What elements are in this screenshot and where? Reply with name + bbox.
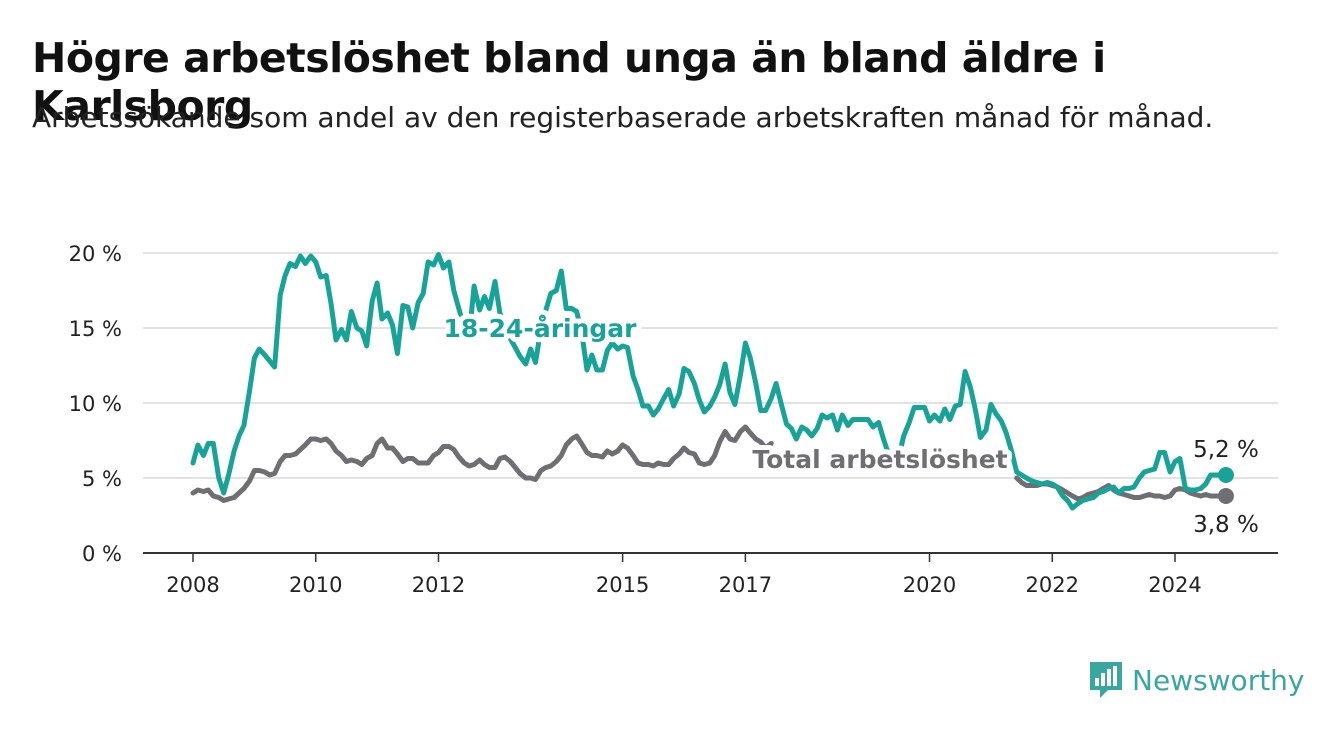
x-tick-label: 2022 bbox=[1026, 573, 1079, 597]
x-tick-label: 2017 bbox=[719, 573, 772, 597]
y-tick-label: 10 % bbox=[69, 392, 122, 416]
x-axis: 2008 2010 2012 2015 2017 2020 2022 2024 bbox=[143, 552, 1278, 597]
end-label-youth: 5,2 % bbox=[1193, 437, 1259, 463]
series-label-total-halo: Total arbetslöshet bbox=[752, 445, 1007, 474]
x-tick-label: 2010 bbox=[289, 573, 342, 597]
y-axis: 0 % 5 % 10 % 15 % 20 % bbox=[69, 242, 122, 566]
series-label-total: Total arbetslöshet bbox=[752, 445, 1007, 474]
end-label-total: 3,8 % bbox=[1193, 512, 1259, 538]
series-line-youth bbox=[190, 252, 1229, 511]
brand-logo: Newsworthy bbox=[1088, 660, 1305, 700]
x-tick-label: 2020 bbox=[903, 573, 956, 597]
brand-name: Newsworthy bbox=[1132, 663, 1305, 697]
series-label-youth-halo: 18-24-åringar bbox=[444, 314, 638, 343]
gridlines bbox=[143, 252, 1278, 479]
end-point-youth bbox=[1217, 467, 1234, 483]
series-lines bbox=[190, 252, 1234, 511]
x-tick-label: 2015 bbox=[596, 573, 649, 597]
end-point-total bbox=[1217, 488, 1234, 504]
x-tick-label: 2024 bbox=[1148, 573, 1201, 597]
chart-title: Högre arbetslöshet bland unga än bland ä… bbox=[32, 34, 1106, 130]
y-tick-label: 20 % bbox=[69, 242, 122, 266]
y-tick-label: 0 % bbox=[82, 542, 122, 566]
chart-subtitle: Arbetssökande som andel av den registerb… bbox=[32, 101, 1214, 134]
series-label-youth: 18-24-åringar bbox=[444, 314, 638, 343]
x-tick-label: 2012 bbox=[412, 573, 465, 597]
series-line-total bbox=[190, 424, 1229, 503]
y-tick-label: 5 % bbox=[82, 467, 122, 491]
x-tick-label: 2008 bbox=[166, 573, 219, 597]
y-tick-label: 15 % bbox=[69, 317, 122, 341]
bar-chart-icon bbox=[1090, 662, 1122, 698]
